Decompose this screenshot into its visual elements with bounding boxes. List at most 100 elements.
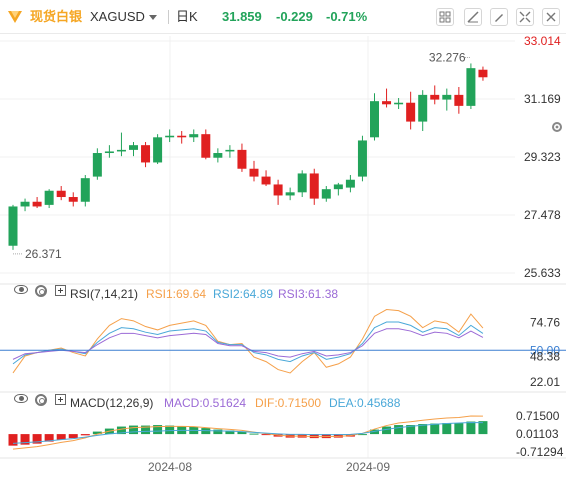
y-tick-label: 27.478	[524, 208, 561, 222]
eye-icon[interactable]	[14, 285, 28, 294]
price-change-percent: -0.71%	[326, 9, 368, 24]
macd-tick-label: -0.71294	[516, 445, 564, 459]
y-tick-label: 29.323	[524, 150, 561, 164]
macd-bar	[442, 423, 452, 435]
price-change: -0.229	[276, 9, 313, 24]
gear-icon[interactable]	[35, 285, 47, 297]
macd-bar	[237, 431, 247, 435]
rsi3-value: RSI3:61.38	[278, 287, 339, 301]
rsi2-value: RSI2:64.89	[213, 287, 274, 301]
candle-body	[213, 153, 223, 158]
candle-body	[261, 176, 271, 185]
macd-tick-label: 0.71500	[516, 409, 560, 423]
macd-bar	[357, 434, 367, 436]
y-tick-label: 33.014	[524, 34, 561, 48]
collapse-icon[interactable]	[516, 8, 534, 26]
y-tick-label: 25.633	[524, 266, 561, 280]
candle-body	[382, 101, 392, 105]
candle-body	[20, 201, 30, 207]
candle-body	[309, 173, 319, 199]
rsi-tick-label: 48.38	[530, 349, 560, 363]
candle-body	[141, 145, 151, 163]
rsi-label[interactable]: RSI(7,14,21)	[70, 287, 139, 301]
app-name: 现货白银	[30, 9, 83, 24]
candle-body	[116, 149, 126, 152]
candle-body	[430, 94, 440, 100]
candlestick-series	[8, 63, 488, 250]
symbol-selector[interactable]: XAGUSD	[90, 9, 157, 25]
candle-body	[189, 134, 199, 138]
grid-icon[interactable]	[436, 8, 454, 26]
pencil-icon[interactable]	[490, 8, 508, 26]
macd-bar	[44, 434, 54, 442]
rsi-series	[0, 309, 566, 374]
candle-body	[225, 149, 235, 152]
macd-bar	[309, 434, 319, 439]
axis-labels: 33.014 31.169 29.323 27.478 25.633 32.276 26.3…	[13, 34, 564, 474]
macd-bar	[406, 425, 416, 435]
rsi-tick-label: 74.76	[530, 315, 560, 329]
candle-body	[177, 135, 187, 138]
macd-bar	[129, 425, 138, 435]
low-annotation: 26.371	[25, 247, 62, 261]
dif-value: DIF:0.71500	[255, 396, 322, 410]
macd-bar	[32, 434, 42, 444]
toolbar: 现货白银 XAGUSD 日K 31.859 -0.229 -0.71%	[0, 0, 566, 34]
period-selector[interactable]: 日K	[176, 9, 198, 24]
macd-header: MACD(12,26,9) MACD:0.51624 DIF:0.71500 D…	[0, 394, 520, 412]
macd-bar	[394, 425, 404, 435]
macd-bar	[478, 421, 488, 435]
y-tick-label: 31.169	[524, 92, 561, 106]
macd-bar	[201, 428, 211, 435]
candle-body	[201, 134, 211, 158]
candle-body	[153, 137, 163, 163]
eye-icon[interactable]	[14, 394, 28, 403]
candle-body	[478, 69, 488, 78]
macd-bar	[333, 434, 343, 438]
macd-bar	[165, 425, 175, 435]
candle-body	[321, 189, 331, 199]
candle-body	[394, 102, 404, 105]
candle-body	[129, 145, 138, 150]
macd-bar	[20, 434, 30, 445]
expand-icon[interactable]	[55, 285, 66, 296]
candle-body	[418, 94, 428, 122]
close-icon[interactable]	[542, 8, 560, 26]
macd-bar	[8, 434, 18, 446]
macd-bar	[213, 429, 223, 435]
macd-bar	[56, 434, 66, 440]
candle-body	[273, 184, 283, 196]
settings-icon[interactable]	[550, 120, 564, 134]
macd-line-dea	[12, 422, 483, 444]
grid-lines	[0, 36, 566, 459]
candle-body	[32, 201, 42, 207]
macd-bar	[80, 434, 90, 436]
draw-line-icon[interactable]	[464, 8, 482, 26]
candle-body	[370, 101, 379, 138]
expand-icon[interactable]	[55, 394, 66, 405]
macd-label[interactable]: MACD(12,26,9)	[70, 396, 154, 410]
candle-body	[249, 168, 259, 177]
candle-body	[104, 151, 114, 154]
candle-body	[68, 197, 78, 202]
candle-body	[80, 178, 90, 202]
gear-icon[interactable]	[35, 394, 47, 406]
chevron-down-icon	[148, 15, 157, 21]
candle-body	[297, 173, 307, 193]
x-tick-label: 2024-09	[346, 460, 390, 474]
macd-bar	[466, 421, 476, 435]
macd-bar	[261, 434, 271, 436]
macd-bar	[454, 423, 464, 435]
candle-body	[333, 184, 343, 190]
macd-value: MACD:0.51624	[164, 396, 247, 410]
divider	[168, 10, 169, 24]
rsi-line-rsi2	[12, 321, 484, 365]
dea-value: DEA:0.45688	[329, 396, 401, 410]
macd-bar	[92, 431, 102, 435]
last-price: 31.859	[222, 9, 262, 24]
candle-body	[165, 135, 175, 138]
macd-bar	[418, 424, 428, 435]
rsi-header: RSI(7,14,21) RSI1:69.64 RSI2:64.89 RSI3:…	[0, 285, 520, 303]
macd-bar	[116, 426, 126, 435]
